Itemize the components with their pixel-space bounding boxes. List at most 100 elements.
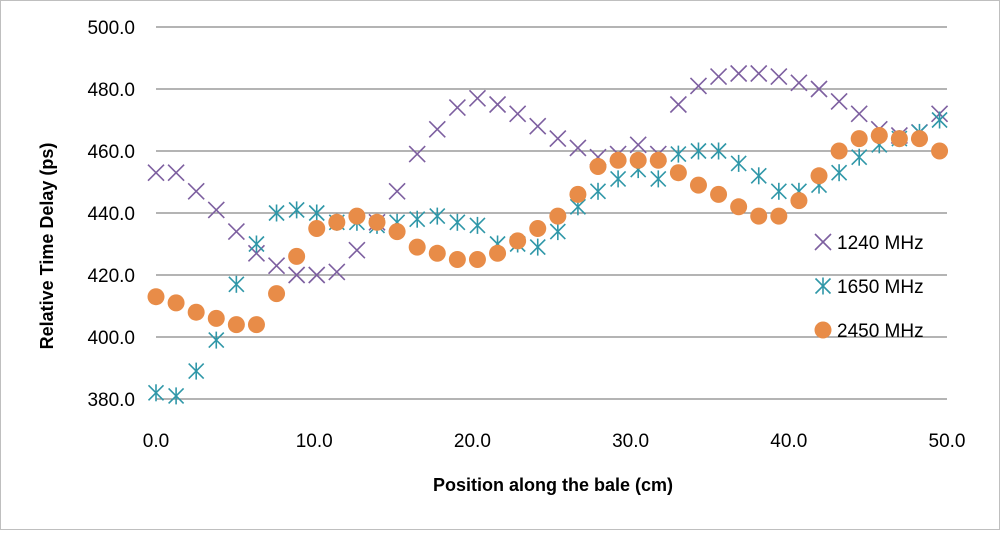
data-point <box>288 247 306 265</box>
data-point <box>730 198 748 216</box>
series-2 <box>147 127 949 334</box>
data-point <box>569 139 587 157</box>
data-point <box>689 77 708 95</box>
data-point <box>468 89 487 107</box>
legend-marker <box>814 233 832 251</box>
data-point <box>208 331 225 349</box>
y-tick-label: 480.0 <box>87 80 135 101</box>
data-point <box>428 120 446 138</box>
data-point <box>770 182 787 200</box>
legend-item: 1650 MHz <box>814 277 924 298</box>
data-point <box>709 68 728 86</box>
y-tick-label: 460.0 <box>87 142 135 163</box>
data-point <box>328 213 346 231</box>
data-point <box>288 201 305 219</box>
data-point <box>770 68 788 86</box>
data-point <box>770 207 788 225</box>
x-axis-ticks: 0.0 10.0 20.0 30.0 40.0 50.0 <box>143 431 966 452</box>
data-point <box>830 92 848 110</box>
data-point <box>750 64 768 83</box>
data-point <box>187 182 205 200</box>
data-point <box>810 167 828 185</box>
x-tick-label: 40.0 <box>770 431 807 452</box>
data-point <box>247 316 265 334</box>
data-point <box>509 232 527 250</box>
x-tick-label: 10.0 <box>296 431 333 452</box>
legend-label: 1240 MHz <box>837 233 924 254</box>
x-tick-label: 30.0 <box>612 431 649 452</box>
data-point <box>227 316 245 334</box>
data-point <box>167 294 185 312</box>
data-point <box>448 251 466 268</box>
data-point <box>810 80 828 98</box>
data-point <box>890 130 908 148</box>
data-point <box>589 158 607 175</box>
data-point <box>188 362 205 380</box>
gridlines <box>156 26 947 400</box>
data-point <box>850 130 868 148</box>
data-point <box>730 154 747 172</box>
data-point <box>469 216 486 234</box>
legend-label: 2450 MHz <box>837 321 924 342</box>
y-tick-label: 420.0 <box>87 266 135 287</box>
data-point <box>248 235 265 253</box>
legend-item: 1240 MHz <box>814 233 924 254</box>
data-point <box>549 207 567 225</box>
data-point <box>409 210 426 228</box>
legend-item: 2450 MHz <box>814 321 924 342</box>
data-point <box>730 64 748 83</box>
data-point <box>288 266 306 284</box>
data-point <box>147 384 165 402</box>
data-point <box>529 220 547 237</box>
data-point <box>468 251 486 268</box>
data-point <box>168 387 185 405</box>
data-point <box>750 207 768 225</box>
data-point <box>710 185 728 203</box>
data-point <box>449 213 466 231</box>
data-point <box>388 182 406 200</box>
data-point <box>428 244 446 262</box>
data-point <box>549 223 566 241</box>
data-point <box>850 105 868 123</box>
data-point <box>649 151 667 169</box>
data-point <box>509 105 527 123</box>
data-point <box>669 164 687 182</box>
data-point <box>790 192 808 210</box>
data-point <box>328 263 346 281</box>
x-tick-label: 50.0 <box>929 431 966 452</box>
data-point <box>689 176 707 194</box>
y-tick-label: 440.0 <box>87 204 135 225</box>
data-point <box>870 127 888 144</box>
data-point <box>147 288 165 306</box>
data-points <box>147 64 949 405</box>
legend-marker <box>814 321 832 339</box>
data-point <box>610 170 627 188</box>
data-point <box>670 145 687 163</box>
y-tick-label: 400.0 <box>87 328 135 349</box>
data-point <box>348 207 366 225</box>
data-point <box>790 74 808 92</box>
data-point <box>931 111 948 129</box>
y-axis-title: Relative Time Delay (ps) <box>37 143 57 350</box>
data-point <box>388 223 406 241</box>
data-point <box>589 182 607 200</box>
data-point <box>268 285 286 303</box>
data-point <box>931 142 949 160</box>
data-point <box>368 213 386 231</box>
data-point <box>228 275 245 293</box>
data-point <box>609 151 627 169</box>
data-point <box>408 145 426 163</box>
data-point <box>448 99 466 117</box>
data-point <box>227 223 245 241</box>
data-point <box>429 207 446 225</box>
data-point <box>207 309 225 327</box>
data-point <box>529 238 546 256</box>
data-point <box>690 142 707 160</box>
data-point <box>308 220 326 237</box>
data-point <box>549 130 567 148</box>
data-point <box>488 95 507 114</box>
data-point <box>167 164 185 182</box>
data-point <box>669 95 687 114</box>
